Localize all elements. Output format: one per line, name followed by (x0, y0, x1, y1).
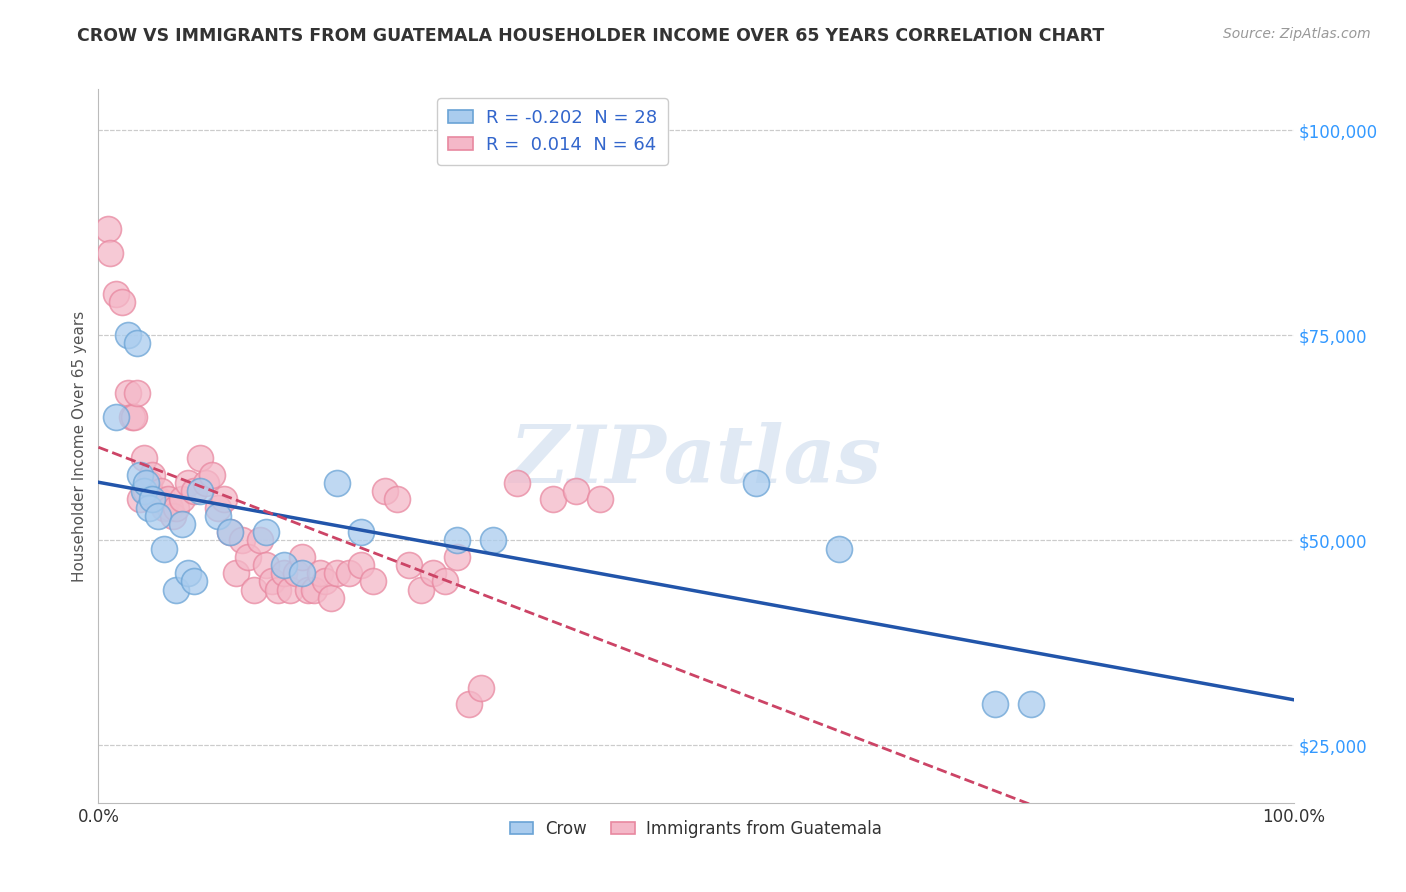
Point (398, 558, 420, 572)
Point (172, 492, 194, 507)
Point (589, 492, 612, 507)
Point (165, 582, 187, 597)
Point (124, 410, 146, 425)
Text: CROW VS IMMIGRANTS FROM GUATEMALA HOUSEHOLDER INCOME OVER 65 YEARS CORRELATION C: CROW VS IMMIGRANTS FROM GUATEMALA HOUSEH… (77, 27, 1105, 45)
Point (506, 475, 529, 490)
Point (121, 410, 143, 425)
Point (148, 492, 170, 507)
Point (207, 508, 229, 523)
Text: ZIPatlas: ZIPatlas (510, 422, 882, 499)
Point (177, 475, 200, 490)
Point (315, 574, 337, 589)
Point (411, 582, 433, 597)
Point (125, 385, 148, 400)
Point (135, 484, 157, 499)
Point (321, 591, 343, 605)
Point (132, 451, 155, 466)
Point (231, 533, 253, 548)
Point (482, 533, 505, 548)
Y-axis label: Householder Income Over 65 years: Householder Income Over 65 years (72, 310, 87, 582)
Point (195, 475, 218, 490)
Point (219, 525, 242, 540)
Point (422, 566, 444, 581)
Point (326, 566, 349, 581)
Point (273, 558, 295, 572)
Point (278, 582, 301, 597)
Point (117, 385, 139, 400)
Point (458, 698, 481, 712)
Point (165, 500, 187, 515)
Point (141, 467, 163, 482)
Point (243, 582, 266, 597)
Point (138, 475, 160, 490)
Point (148, 508, 170, 523)
Point (350, 525, 373, 540)
Point (207, 500, 229, 515)
Point (177, 566, 200, 581)
Text: Source: ZipAtlas.com: Source: ZipAtlas.com (1223, 27, 1371, 41)
Point (446, 533, 468, 548)
Point (984, 698, 1007, 712)
Point (254, 525, 277, 540)
Point (117, 328, 139, 343)
Point (145, 492, 167, 507)
Point (350, 558, 373, 572)
Point (188, 484, 211, 499)
Legend: Crow, Immigrants from Guatemala: Crow, Immigrants from Guatemala (503, 814, 889, 845)
Point (385, 492, 409, 507)
Point (153, 541, 176, 556)
Point (105, 287, 128, 301)
Point (565, 484, 588, 499)
Point (541, 492, 564, 507)
Point (363, 574, 385, 589)
Point (339, 566, 361, 581)
Point (156, 492, 179, 507)
Point (326, 475, 349, 490)
Point (302, 582, 325, 597)
Point (129, 467, 152, 482)
Point (225, 566, 247, 581)
Point (153, 500, 176, 515)
Point (374, 484, 396, 499)
Point (135, 475, 157, 490)
Point (149, 484, 172, 499)
Point (297, 582, 319, 597)
Point (284, 566, 307, 581)
Point (291, 549, 314, 564)
Point (260, 574, 283, 589)
Point (105, 410, 128, 425)
Point (201, 467, 224, 482)
Point (183, 484, 205, 499)
Point (236, 549, 259, 564)
Point (183, 574, 205, 589)
Point (249, 533, 271, 548)
Point (470, 681, 492, 695)
Point (308, 566, 330, 581)
Point (1019, 698, 1042, 712)
Point (188, 451, 211, 466)
Point (111, 295, 134, 310)
Point (97, 221, 120, 235)
Point (446, 549, 468, 564)
Point (291, 566, 314, 581)
Point (434, 574, 457, 589)
Point (125, 336, 148, 351)
Point (129, 492, 152, 507)
Point (745, 475, 768, 490)
Point (159, 500, 181, 515)
Point (162, 508, 184, 523)
Point (141, 492, 163, 507)
Point (212, 492, 235, 507)
Point (828, 541, 851, 556)
Point (267, 582, 290, 597)
Point (254, 558, 277, 572)
Point (132, 484, 155, 499)
Point (273, 566, 295, 581)
Point (219, 525, 242, 540)
Point (98, 246, 122, 260)
Point (138, 500, 160, 515)
Point (172, 516, 194, 531)
